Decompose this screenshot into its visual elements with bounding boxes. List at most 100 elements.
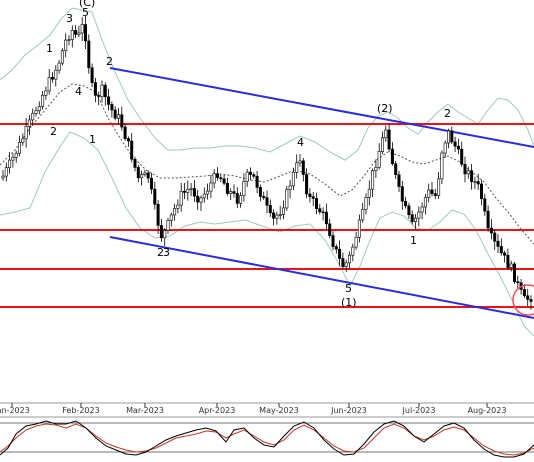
candle-body (4, 167, 8, 177)
candle-body (347, 254, 351, 264)
x-tick-label: May-2023 (259, 406, 299, 415)
candle-body (503, 252, 507, 256)
bollinger-middle-band (0, 83, 534, 245)
candle-body (1, 175, 5, 179)
candle-body (84, 24, 88, 42)
candle-body (338, 248, 342, 259)
candle-body (361, 208, 365, 221)
wave-labels: 3 5 (C) 1 4 2 2 1 2 4 3 (2) 2 1 5 (1) (46, 0, 451, 309)
candle-body (450, 130, 454, 143)
candle-body (169, 214, 173, 221)
candle-body (341, 258, 345, 267)
candle-body (295, 162, 299, 173)
candle-body (394, 163, 398, 176)
candle-body (509, 263, 513, 268)
candle-body (11, 157, 15, 161)
candle-body (146, 172, 150, 179)
candle-body (199, 197, 203, 203)
candle-body (163, 230, 167, 239)
candle-body (374, 166, 378, 171)
candle-body (57, 62, 61, 71)
candle-body (305, 174, 309, 195)
candle-body (357, 219, 361, 238)
channel-lower-line (109, 236, 534, 319)
candle-body (31, 113, 35, 121)
candle-body (97, 95, 101, 97)
candle-body (311, 196, 315, 199)
candle-body (27, 119, 31, 127)
candle-body (364, 197, 368, 210)
wave-label: (2) (377, 102, 393, 115)
wave-label: 2 (106, 55, 113, 68)
candle-body (420, 206, 424, 213)
bollinger-lower-band (0, 131, 534, 337)
candle-body (70, 30, 74, 40)
candle-body (252, 174, 256, 177)
candle-body (258, 187, 262, 197)
x-tick-label: Mar-2023 (126, 406, 164, 415)
candle-body (67, 39, 71, 41)
candle-body (483, 198, 487, 212)
candle-body (21, 138, 25, 143)
candle-body (321, 211, 325, 214)
candle-body (206, 190, 210, 195)
candle-body (460, 148, 464, 165)
candle-body (255, 175, 259, 188)
candle-body (281, 207, 285, 215)
candle-body (183, 190, 187, 193)
candle-body (153, 188, 157, 205)
candle-body (216, 173, 220, 179)
candle-body (298, 160, 302, 164)
candle-body (384, 129, 388, 139)
candle-body (499, 246, 503, 254)
candle-body (377, 151, 381, 168)
candle-body (143, 172, 147, 175)
candle-body (397, 174, 401, 187)
candle-body (506, 254, 510, 268)
candle-body (176, 204, 180, 209)
candle-body (275, 214, 279, 219)
candle-body (47, 77, 51, 92)
candle-body (496, 240, 500, 247)
candle-body (34, 110, 38, 114)
wave-label: 1 (410, 234, 417, 247)
candle-body (265, 197, 269, 206)
candle-body (516, 281, 520, 284)
candle-body (17, 142, 21, 154)
candle-body (136, 167, 140, 179)
candle-body (390, 148, 394, 164)
candle-body (159, 225, 163, 239)
candle-body (133, 158, 137, 168)
candle-body (107, 96, 111, 105)
x-tick-label: Jun-2023 (330, 406, 367, 415)
wave-label: 5 (82, 6, 89, 19)
bollinger-bands (0, 7, 534, 337)
wave-label: 2 (50, 125, 57, 138)
candle-body (192, 188, 196, 197)
candle-body (301, 160, 305, 175)
x-axis: Jan-2023 Feb-2023 Mar-2023 Apr-2023 May-… (0, 403, 506, 415)
candle-body (77, 32, 81, 35)
wave-label: 4 (297, 136, 304, 149)
candles (1, 16, 533, 310)
wave-label: 3 (66, 12, 73, 25)
candle-body (308, 193, 312, 197)
wave-label: 1 (46, 42, 53, 55)
candle-body (440, 152, 444, 180)
candle-body (150, 177, 154, 190)
candle-body (443, 142, 447, 154)
x-tick-label: Jul-2023 (402, 406, 436, 415)
wave-label: 2 (444, 107, 451, 120)
candle-body (90, 67, 94, 83)
candle-body (453, 141, 457, 147)
candle-body (41, 94, 45, 107)
oscillator-main-line (0, 420, 534, 458)
candle-body (219, 177, 223, 180)
x-tick-label: Feb-2023 (62, 406, 99, 415)
candle-body (278, 214, 282, 216)
candle-body (123, 126, 127, 139)
candle-body (522, 289, 526, 297)
candle-body (24, 126, 28, 140)
candle-body (202, 193, 206, 199)
